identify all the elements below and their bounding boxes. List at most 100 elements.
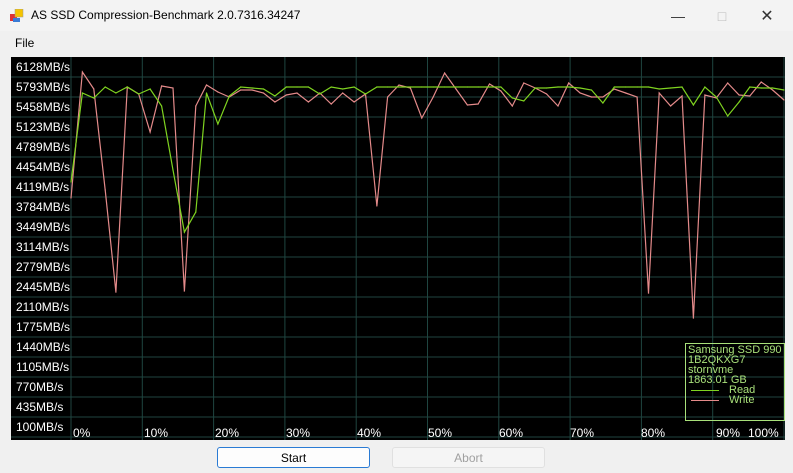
write-point <box>342 92 344 94</box>
read-point <box>93 97 95 99</box>
write-point <box>500 90 502 92</box>
write-point <box>115 291 117 293</box>
read-point <box>330 86 332 88</box>
chart-legend: Samsung SSD 990 P 1B2QKXG7 stornvme 1863… <box>685 343 785 421</box>
read-point <box>455 86 457 88</box>
read-point <box>466 86 469 88</box>
legend-device: Samsung SSD 990 P <box>688 344 785 356</box>
read-point <box>500 86 502 88</box>
write-point <box>183 290 185 292</box>
read-point <box>285 86 287 88</box>
write-point <box>398 84 400 86</box>
y-tick-label: 3114MB/s <box>16 240 70 254</box>
write-point <box>104 189 106 191</box>
menu-file[interactable]: File <box>15 36 35 50</box>
read-point <box>477 86 479 88</box>
write-point <box>285 94 287 96</box>
legend-serial: 1B2QKXG7 <box>688 354 746 366</box>
read-swatch <box>691 390 719 391</box>
write-point <box>81 71 84 73</box>
legend-write: Write <box>688 394 782 406</box>
read-point <box>228 95 230 97</box>
read-point <box>692 104 695 106</box>
write-point <box>760 81 762 83</box>
y-tick-label: 770MB/s <box>16 380 64 394</box>
y-tick-label: 1775MB/s <box>16 320 71 334</box>
minimize-button[interactable]: — <box>656 0 700 31</box>
read-point <box>296 86 298 88</box>
read-point <box>783 89 785 91</box>
read-point <box>681 86 683 88</box>
maximize-button[interactable]: □ <box>700 0 744 31</box>
write-point <box>647 292 650 294</box>
read-point <box>579 87 581 89</box>
read-point <box>205 92 208 94</box>
read-point <box>319 93 321 95</box>
legend-read: Read <box>688 385 782 396</box>
y-tick-label: 5123MB/s <box>16 120 71 134</box>
write-point <box>274 101 276 103</box>
y-tick-label: 3784MB/s <box>16 200 71 214</box>
write-point <box>477 103 479 105</box>
app-icon <box>10 9 24 22</box>
read-point <box>217 123 219 125</box>
read-point <box>398 86 400 88</box>
read-point <box>444 86 446 88</box>
read-point <box>274 95 276 97</box>
read-point <box>262 88 265 90</box>
read-point <box>81 92 84 94</box>
write-point <box>160 85 163 87</box>
write-point <box>172 87 174 89</box>
x-tick-label: 80% <box>641 426 666 440</box>
write-point <box>205 84 208 86</box>
y-tick-label: 5458MB/s <box>16 100 71 114</box>
write-swatch <box>691 400 719 401</box>
start-button[interactable]: Start <box>217 447 370 468</box>
close-button[interactable]: ✕ <box>745 0 789 31</box>
write-point <box>217 91 219 93</box>
read-point <box>376 86 378 88</box>
x-tick-label: 40% <box>357 426 382 440</box>
read-point <box>602 102 604 104</box>
write-point <box>658 92 660 94</box>
read-point <box>749 86 751 88</box>
read-point <box>727 115 729 117</box>
write-point <box>636 96 638 98</box>
benchmark-chart: 6128MB/s 5793MB/s 5458MB/s 5123MB/s 4789MB/s… <box>11 57 785 440</box>
read-point <box>760 87 762 89</box>
write-point <box>568 82 570 84</box>
write-point <box>727 82 729 84</box>
read-point <box>715 96 717 98</box>
read-point <box>670 87 672 89</box>
minimize-icon: — <box>671 7 685 24</box>
x-tick-label: 0% <box>73 426 91 440</box>
read-point <box>342 88 344 90</box>
read-point <box>240 86 242 88</box>
read-point <box>658 88 660 90</box>
write-point <box>70 197 72 199</box>
abort-button[interactable]: Abort <box>392 447 545 468</box>
write-point <box>432 96 434 98</box>
write-point <box>444 72 446 74</box>
x-tick-label: 10% <box>144 426 169 440</box>
write-point <box>704 94 706 96</box>
write-point <box>421 117 423 119</box>
write-point <box>545 93 548 95</box>
read-point <box>149 88 151 90</box>
write-point <box>386 96 389 98</box>
write-point <box>681 95 683 97</box>
read-point <box>183 231 185 233</box>
y-tick-label: 3449MB/s <box>16 220 71 234</box>
read-point <box>104 86 106 88</box>
write-series-line <box>70 70 785 319</box>
write-point <box>523 82 525 84</box>
write-point <box>262 92 265 94</box>
legend-write-label: Write <box>729 394 755 406</box>
read-point <box>590 89 593 91</box>
x-tick-label: 50% <box>428 426 453 440</box>
write-point <box>692 317 695 319</box>
y-tick-label: 4454MB/s <box>16 160 71 174</box>
write-point <box>557 105 559 107</box>
read-point <box>409 86 411 88</box>
write-point <box>455 88 457 90</box>
